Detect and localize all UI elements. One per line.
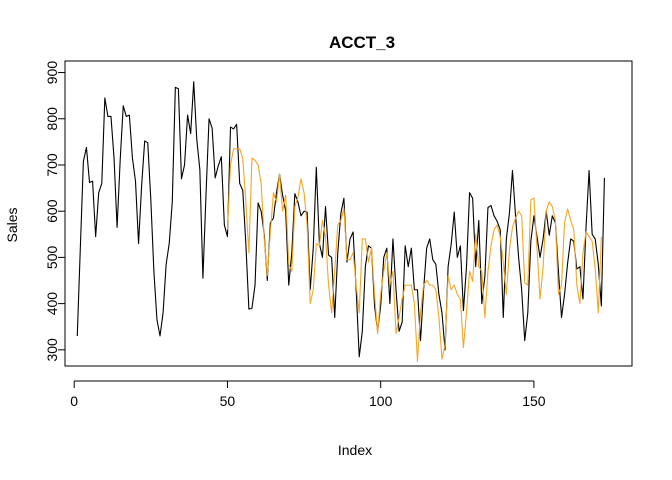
- y-tick-label: 600: [44, 199, 60, 223]
- chart-title: ACCT_3: [329, 33, 395, 52]
- y-axis-label: Sales: [4, 207, 20, 242]
- x-tick-label: 50: [220, 393, 236, 409]
- y-tick-label: 300: [44, 338, 60, 362]
- series-line-2: [226, 148, 602, 362]
- x-tick-label: 150: [522, 393, 546, 409]
- y-axis: 300 400 500 600 700 800 900: [44, 61, 66, 362]
- series-line-1: [76, 81, 605, 358]
- y-tick-label: 700: [44, 153, 60, 177]
- x-tick-label: 100: [369, 393, 393, 409]
- series-layer: [76, 81, 605, 362]
- y-tick-label: 400: [44, 292, 60, 316]
- y-tick-label: 500: [44, 246, 60, 270]
- x-tick-label: 0: [70, 393, 78, 409]
- x-axis-label: Index: [338, 442, 372, 458]
- x-axis: 0 50 100 150: [70, 380, 546, 409]
- y-tick-label: 900: [44, 61, 60, 85]
- y-tick-label: 800: [44, 107, 60, 131]
